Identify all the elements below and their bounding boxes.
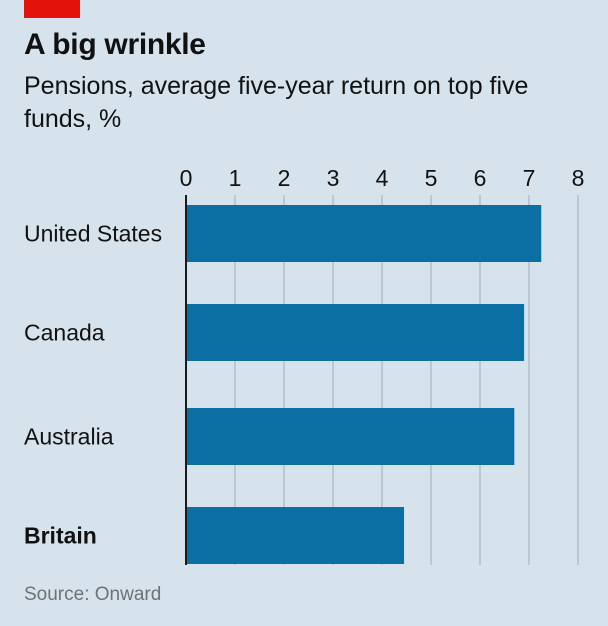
category-labels: United States Canada Australia Britain [24, 221, 162, 549]
brand-accent-bar [24, 0, 80, 18]
bars [186, 205, 542, 564]
bar [186, 507, 405, 564]
x-tick-label: 3 [327, 165, 340, 191]
x-tick-label: 6 [474, 165, 487, 191]
x-tick-label: 7 [523, 165, 536, 191]
x-tick-label: 2 [278, 165, 291, 191]
source-note: Source: Onward [24, 584, 162, 605]
category-label: Britain [24, 523, 97, 549]
x-tick-label: 8 [572, 165, 585, 191]
x-tick-label: 1 [229, 165, 242, 191]
x-axis-tick-labels: 0 1 2 3 4 5 6 7 8 [180, 165, 585, 191]
category-label: United States [24, 221, 162, 247]
bar [186, 205, 542, 262]
category-label: Australia [24, 424, 114, 450]
category-label: Canada [24, 320, 105, 346]
bar [186, 304, 525, 361]
chart-subtitle: Pensions, average five-year return on to… [24, 72, 529, 133]
bar [186, 408, 515, 465]
chart-title: A big wrinkle [24, 28, 206, 61]
x-tick-label: 4 [376, 165, 389, 191]
x-tick-label: 5 [425, 165, 438, 191]
x-tick-label: 0 [180, 165, 193, 191]
